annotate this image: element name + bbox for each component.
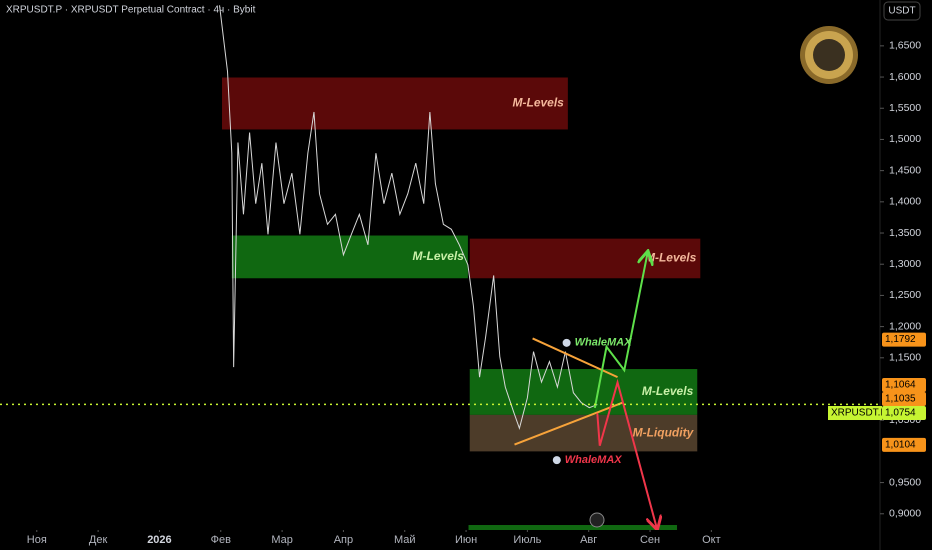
- x-tick-label: Июль: [513, 534, 541, 546]
- x-tick-label: Авг: [580, 534, 597, 546]
- price-label: 1,1792: [885, 334, 916, 345]
- trendline: [532, 337, 618, 379]
- zone-label: M-Liqudity: [633, 425, 695, 439]
- x-tick-label: Май: [394, 534, 416, 546]
- trendline: [514, 401, 623, 446]
- zone: [231, 235, 468, 279]
- zone-label: M-Levels: [642, 384, 694, 398]
- zone: [468, 525, 678, 530]
- price-badge: [882, 392, 926, 407]
- x-tick-label: Апр: [334, 534, 353, 546]
- zone: [469, 238, 701, 279]
- y-tick-label: 0,9000: [889, 508, 921, 520]
- y-tick-label: 1,1500: [889, 352, 921, 364]
- x-tick-label: Мар: [271, 534, 293, 546]
- x-tick-label: 2026: [147, 534, 171, 546]
- price-badge: [882, 437, 926, 452]
- zone: [221, 77, 568, 130]
- price-badge: [882, 406, 926, 421]
- price-label: 1,1064: [885, 380, 916, 391]
- whale-icon: [562, 338, 571, 347]
- x-tick-label: Окт: [702, 534, 721, 546]
- plot-area: M-Levels M-Levels M-Levels M-Levels M-Liqudi…: [219, 5, 701, 530]
- logo: [800, 26, 858, 84]
- currency-button[interactable]: [883, 1, 921, 21]
- price-badge: [882, 332, 926, 347]
- y-tick-label: 1,3000: [889, 258, 921, 270]
- projection-arrow: [596, 378, 656, 528]
- price-badge: [882, 378, 926, 393]
- x-tick-label: Фев: [211, 534, 231, 546]
- price-label: 1,0104: [885, 440, 916, 451]
- y-tick-label: 1,5000: [889, 133, 921, 145]
- annotation: WhaleMAX: [565, 454, 623, 466]
- zone-label: M-Levels: [645, 251, 697, 265]
- projection-arrow: [593, 253, 648, 409]
- currency[interactable]: USDT: [888, 6, 915, 17]
- x-tick-label: Дек: [89, 534, 108, 546]
- zone-label: M-Levels: [513, 96, 565, 110]
- chart-title: XRPUSDT.P · XRPUSDT Perpetual Contract ·…: [6, 5, 256, 16]
- symbol-badge: [828, 406, 882, 421]
- zone: [469, 369, 698, 415]
- y-tick-label: 1,4000: [889, 196, 921, 208]
- y-tick-label: 1,4500: [889, 164, 921, 176]
- x-tick-label: Ноя: [27, 534, 47, 546]
- x-tick-label: Сен: [640, 534, 660, 546]
- price-label: 1,1035: [885, 394, 916, 405]
- zone-label: M-Levels: [413, 249, 465, 263]
- y-tick-label: 1,5500: [889, 102, 921, 114]
- y-tick-label: 0,9500: [889, 476, 921, 488]
- whale-icon: [552, 456, 561, 465]
- y-tick-label: 1,2000: [889, 320, 921, 332]
- y-tick-label: 1,3500: [889, 227, 921, 239]
- symbol-label: XRPUSDT.P: [831, 408, 887, 419]
- x-tick-label: Июн: [455, 534, 477, 546]
- alert-icon[interactable]: [589, 512, 605, 528]
- annotation: WhaleMAX: [575, 337, 633, 349]
- price-label: 1,0754: [885, 408, 916, 419]
- price-line: [219, 5, 598, 431]
- y-tick-label: 1,6500: [889, 40, 921, 52]
- y-tick-label: 1,2500: [889, 289, 921, 301]
- y-tick-label: 1,6000: [889, 71, 921, 83]
- zone: [469, 414, 698, 452]
